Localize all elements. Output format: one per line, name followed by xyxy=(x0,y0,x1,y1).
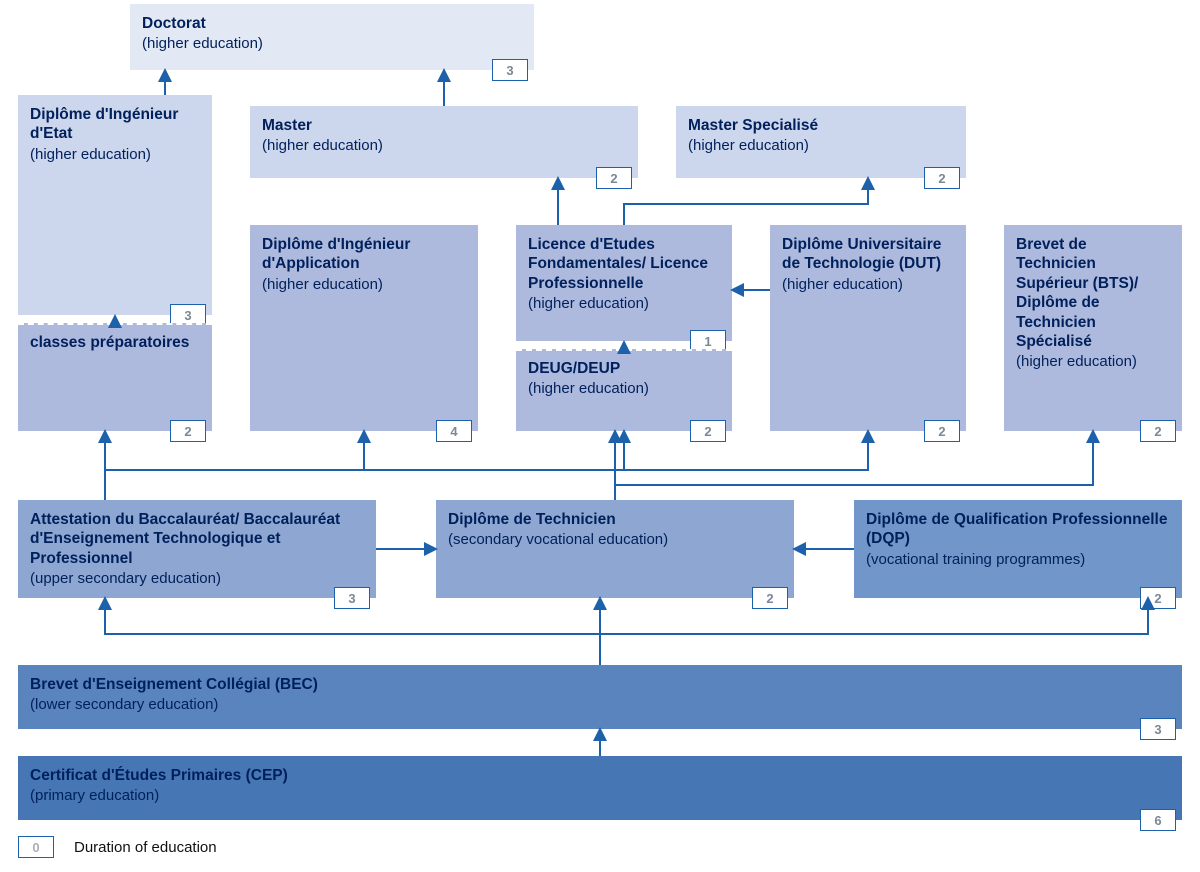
edge-bec-to-dqp xyxy=(600,598,1148,665)
duration-badge: 3 xyxy=(492,59,528,81)
edge-dt-to-bts xyxy=(615,431,1093,500)
node-title: Master Specialisé xyxy=(688,116,954,135)
node-dut: Diplôme Universitaire de Technologie (DU… xyxy=(770,225,966,431)
node-dietat: Diplôme d'Ingénieur d'Etat (higher educat… xyxy=(18,95,212,315)
edge-licence-to-master_spec xyxy=(624,178,868,225)
node-subtitle: (higher education) xyxy=(528,380,720,397)
duration-badge: 4 xyxy=(436,420,472,442)
duration-badge: 2 xyxy=(1140,420,1176,442)
node-subtitle: (higher education) xyxy=(1016,353,1170,370)
node-subtitle: (higher education) xyxy=(528,295,720,312)
node-cep: Certificat d'Études Primaires (CEP) (prim… xyxy=(18,756,1182,820)
node-title: Diplôme Universitaire de Technologie (DU… xyxy=(782,235,954,274)
node-subtitle: (higher education) xyxy=(262,276,466,293)
legend: 0 Duration of education xyxy=(18,836,217,858)
node-bac: Attestation du Baccalauréat/ Baccalauréa… xyxy=(18,500,376,598)
node-title: Brevet d'Enseignement Collégial (BEC) xyxy=(30,675,1170,694)
node-doctorat: Doctorat(higher education)3 xyxy=(130,4,534,70)
node-subtitle: (upper secondary education) xyxy=(30,570,364,587)
node-subtitle: (lower secondary education) xyxy=(30,696,1170,713)
dashed-separator xyxy=(18,323,212,325)
node-subtitle: (primary education) xyxy=(30,787,1170,804)
duration-badge: 2 xyxy=(924,167,960,189)
node-title: Licence d'Etudes Fondamentales/ Licence … xyxy=(528,235,720,293)
legend-duration-box: 0 xyxy=(18,836,54,858)
legend-label: Duration of education xyxy=(74,839,217,856)
edge-bac-to-diapp xyxy=(105,431,364,500)
node-title: Certificat d'Études Primaires (CEP) xyxy=(30,766,1170,785)
node-title: classes préparatoires xyxy=(30,333,200,352)
duration-badge: 2 xyxy=(596,167,632,189)
node-subtitle: (higher education) xyxy=(262,137,626,154)
node-title: Attestation du Baccalauréat/ Baccalauréa… xyxy=(30,510,364,568)
node-subtitle: (higher education) xyxy=(782,276,954,293)
node-licence: Licence d'Etudes Fondamentales/ Licence … xyxy=(516,225,732,341)
duration-badge: 3 xyxy=(334,587,370,609)
duration-badge: 2 xyxy=(752,587,788,609)
node-subtitle: (higher education) xyxy=(142,35,522,52)
node-subtitle: (higher education) xyxy=(30,146,200,163)
duration-badge: 2 xyxy=(924,420,960,442)
node-title: Brevet de Technicien Supérieur (BTS)/ Di… xyxy=(1016,235,1170,351)
edge-bac-to-dut xyxy=(105,431,868,500)
node-title: Diplôme de Qualification Professionnelle… xyxy=(866,510,1170,549)
node-title: Diplôme d'Ingénieur d'Etat xyxy=(30,105,200,144)
node-title: Master xyxy=(262,116,626,135)
duration-badge: 2 xyxy=(170,420,206,442)
node-diapp: Diplôme d'Ingénieur d'Application (higher… xyxy=(250,225,478,431)
node-title: DEUG/DEUP xyxy=(528,359,720,378)
node-subtitle: (higher education) xyxy=(688,137,954,154)
duration-badge: 2 xyxy=(690,420,726,442)
node-title: Diplôme de Technicien xyxy=(448,510,782,529)
node-bts: Brevet de Technicien Supérieur (BTS)/ Di… xyxy=(1004,225,1182,431)
duration-badge: 2 xyxy=(1140,587,1176,609)
node-title: Doctorat xyxy=(142,14,522,33)
node-master_spec: Master Specialisé(higher education)2 xyxy=(676,106,966,178)
node-title: Diplôme d'Ingénieur d'Application xyxy=(262,235,466,274)
node-dt: Diplôme de Technicien (secondary vocation… xyxy=(436,500,794,598)
node-deug: DEUG/DEUP(higher education)2 xyxy=(516,349,732,431)
node-master: Master(higher education)2 xyxy=(250,106,638,178)
duration-badge: 6 xyxy=(1140,809,1176,831)
node-subtitle: (secondary vocational education) xyxy=(448,531,782,548)
node-subtitle: (vocational training programmes) xyxy=(866,551,1170,568)
node-classes_prep: classes préparatoires2 xyxy=(18,323,212,431)
education-system-diagram: Doctorat (higher education) 3 Diplôme d'Ing… xyxy=(0,0,1200,872)
duration-badge: 3 xyxy=(1140,718,1176,740)
dashed-separator xyxy=(516,349,732,351)
node-dqp: Diplôme de Qualification Professionnelle… xyxy=(854,500,1182,598)
node-bec: Brevet d'Enseignement Collégial (BEC) (lo… xyxy=(18,665,1182,729)
